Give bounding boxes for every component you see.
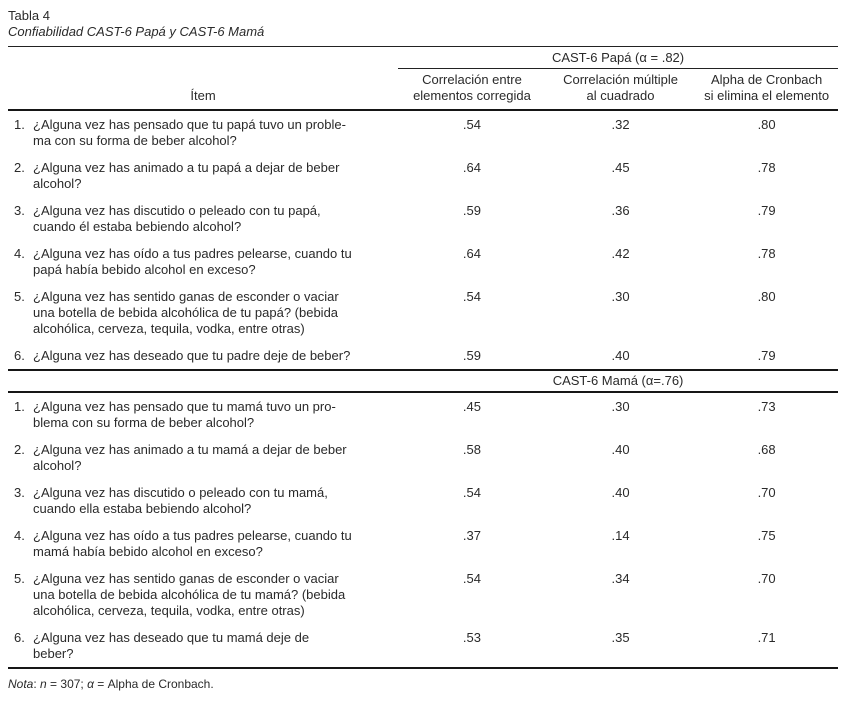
value-cell: .35: [545, 624, 696, 669]
item-text: ¿Alguna vez has deseado que tu padre dej…: [33, 348, 351, 363]
note-alpha-definition: = Alpha de Cronbach.: [93, 677, 214, 691]
value-cell: .37: [462, 528, 481, 543]
value-cell: .34: [611, 571, 630, 586]
value-cell: .80: [757, 117, 776, 132]
value-cell: .79: [757, 348, 776, 363]
table-row: 3. ¿Alguna vez has discutido o peleado c…: [8, 479, 838, 522]
column-header-row: Ítem Correlación entre elementos corregi…: [8, 68, 838, 111]
table-row: 5. ¿Alguna vez has sentido ganas de esco…: [8, 565, 838, 624]
note-alpha-symbol: α: [87, 677, 94, 691]
section-header-papa: CAST-6 Papá (α = .82): [398, 46, 838, 69]
value-cell: .70: [757, 571, 776, 586]
column-header-squared-multiple-correlation: Correlación múltiple al cuadrado: [545, 68, 696, 111]
value-cell: .78: [757, 160, 776, 175]
column-header-alpha-if-deleted: Alpha de Cronbach si elimina el elemento: [695, 68, 838, 111]
item-text: ¿Alguna vez has oído a tus padres pelear…: [33, 528, 352, 559]
section-spanner-row-papa: CAST-6 Papá (α = .82): [8, 46, 838, 69]
item-text: ¿Alguna vez has sentido ganas de esconde…: [33, 289, 339, 336]
item-text: ¿Alguna vez has pensado que tu mamá tuvo…: [33, 399, 336, 430]
table-row: 4. ¿Alguna vez has oído a tus padres pel…: [8, 240, 838, 283]
table-note: Nota: n = 307; α = Alpha de Cronbach.: [8, 677, 838, 692]
table-number-title: Tabla 4: [8, 8, 50, 23]
note-n-symbol: n: [40, 677, 47, 691]
item-text: ¿Alguna vez has discutido o peleado con …: [33, 485, 328, 516]
table-row: 4. ¿Alguna vez has oído a tus padres pel…: [8, 522, 838, 565]
table-row: 1. ¿Alguna vez has pensado que tu mamá t…: [8, 392, 838, 436]
item-text: ¿Alguna vez has pensado que tu papá tuvo…: [33, 117, 346, 148]
table-row: 2. ¿Alguna vez has animado a tu mamá a d…: [8, 436, 838, 479]
item-text: ¿Alguna vez has sentido ganas de esconde…: [33, 571, 346, 618]
table-row: 6. ¿Alguna vez has deseado que tu padre …: [8, 342, 838, 370]
section-spanner-row-mama: CAST-6 Mamá (α=.76): [8, 369, 838, 393]
value-cell: .59: [462, 348, 481, 363]
item-text: ¿Alguna vez has deseado que tu mamá deje…: [33, 630, 310, 661]
note-separator: :: [33, 677, 41, 691]
value-cell: .68: [757, 442, 776, 457]
item-text: ¿Alguna vez has animado a tu papá a deja…: [33, 160, 340, 191]
table-row: 1. ¿Alguna vez has pensado que tu papá t…: [8, 110, 838, 154]
item-number: 3.: [14, 203, 25, 218]
value-cell: .64: [462, 246, 481, 261]
item-number: 6.: [14, 630, 25, 645]
item-number: 2.: [14, 160, 25, 175]
value-cell: .75: [757, 528, 776, 543]
value-cell: .71: [695, 624, 838, 669]
value-cell: .54: [462, 117, 481, 132]
value-cell: .30: [611, 399, 630, 414]
table-caption: Confiabilidad CAST-6 Papá y CAST-6 Mamá: [8, 24, 265, 39]
value-cell: .59: [462, 203, 481, 218]
item-text: ¿Alguna vez has oído a tus padres pelear…: [33, 246, 352, 277]
reliability-table: CAST-6 Papá (α = .82) Ítem Correlación e…: [8, 46, 838, 669]
item-number: 2.: [14, 442, 25, 457]
value-cell: .14: [611, 528, 630, 543]
value-cell: .42: [611, 246, 630, 261]
table-row: 2. ¿Alguna vez has animado a tu papá a d…: [8, 154, 838, 197]
table-row: 5. ¿Alguna vez has sentido ganas de esco…: [8, 283, 838, 342]
column-header-item: Ítem: [8, 68, 399, 111]
item-number: 4.: [14, 246, 25, 261]
item-number: 4.: [14, 528, 25, 543]
value-cell: .40: [611, 348, 630, 363]
item-number: 3.: [14, 485, 25, 500]
value-cell: .30: [611, 289, 630, 304]
item-number: 1.: [14, 117, 25, 132]
table-row: 3. ¿Alguna vez has discutido o peleado c…: [8, 197, 838, 240]
value-cell: .78: [757, 246, 776, 261]
value-cell: .80: [757, 289, 776, 304]
value-cell: .40: [611, 442, 630, 457]
value-cell: .54: [462, 289, 481, 304]
item-number: 5.: [14, 289, 25, 304]
note-label: Nota: [8, 677, 34, 691]
spanner-spacer: [8, 47, 398, 69]
section-header-mama: CAST-6 Mamá (α=.76): [398, 369, 838, 393]
value-cell: .54: [462, 571, 481, 586]
item-number: 5.: [14, 571, 25, 586]
item-number: 6.: [14, 348, 25, 363]
item-text: ¿Alguna vez has animado a tu mamá a deja…: [33, 442, 347, 473]
value-cell: .79: [757, 203, 776, 218]
value-cell: .73: [757, 399, 776, 414]
value-cell: .45: [611, 160, 630, 175]
value-cell: .54: [462, 485, 481, 500]
value-cell: .58: [462, 442, 481, 457]
item-number: 1.: [14, 399, 25, 414]
column-header-corrected-correlation: Correlación entre elementos corregida: [398, 68, 546, 111]
value-cell: .32: [611, 117, 630, 132]
value-cell: .36: [611, 203, 630, 218]
item-text: ¿Alguna vez has discutido o peleado con …: [33, 203, 321, 234]
value-cell: .64: [462, 160, 481, 175]
table-row: 6. ¿Alguna vez has deseado que tu mamá d…: [8, 624, 838, 669]
value-cell: .70: [757, 485, 776, 500]
value-cell: .40: [611, 485, 630, 500]
value-cell: .45: [462, 399, 481, 414]
spanner-spacer: [8, 369, 399, 393]
value-cell: .53: [398, 624, 546, 669]
note-n-value: = 307;: [46, 677, 88, 691]
